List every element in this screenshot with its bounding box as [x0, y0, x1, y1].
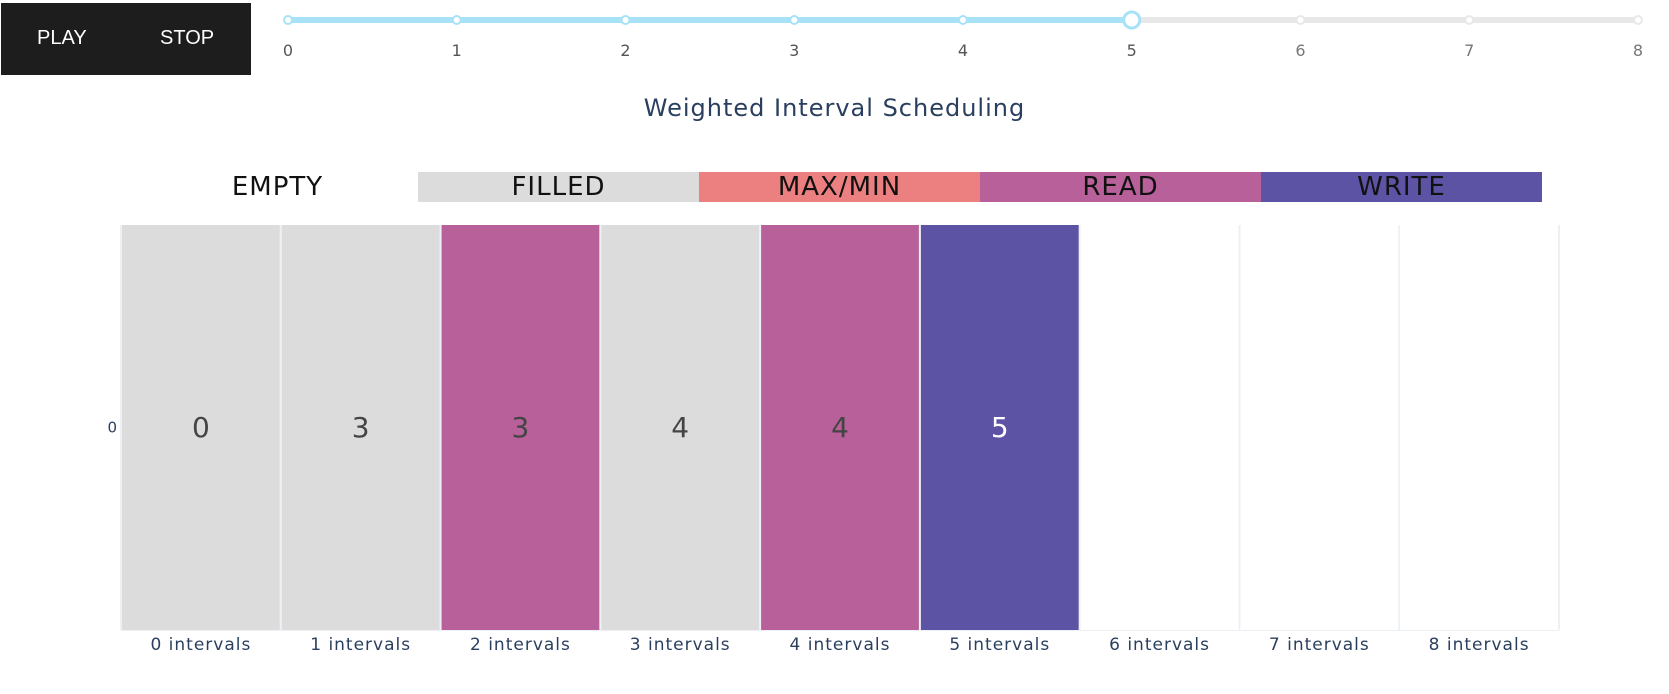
- legend-item-empty: EMPTY: [137, 172, 418, 202]
- slider-handle[interactable]: [1122, 10, 1142, 30]
- slider-step-label[interactable]: 1: [452, 41, 462, 60]
- step-slider[interactable]: 0 1 2 3 4 5 6 7 8: [270, 0, 1650, 70]
- stop-button[interactable]: STOP: [160, 27, 215, 49]
- heatmap-cell: [761, 225, 919, 630]
- slider-step-7[interactable]: [1464, 15, 1475, 25]
- slider-step-label[interactable]: 4: [958, 41, 968, 60]
- slider-step-label[interactable]: 8: [1633, 41, 1643, 60]
- heatmap-cell: [441, 225, 600, 630]
- x-tick-label: 2 intervals: [470, 635, 571, 655]
- slider-step-2[interactable]: [620, 15, 631, 25]
- x-tick-label: 3 intervals: [630, 635, 731, 655]
- x-tick-label: 5 intervals: [949, 635, 1050, 655]
- slider-step-label[interactable]: 5: [1127, 41, 1137, 60]
- slider-step-0[interactable]: [283, 15, 293, 25]
- x-tick-label: 8 intervals: [1429, 635, 1530, 655]
- slider-step-label[interactable]: 6: [1295, 41, 1305, 60]
- slider-step-8[interactable]: [1633, 15, 1643, 25]
- slider-step-label[interactable]: 0: [283, 41, 293, 60]
- legend-item-filled: FILLED: [418, 172, 699, 202]
- legend-item-max-min: MAX/MIN: [699, 172, 980, 202]
- y-tick-label: 0: [107, 419, 117, 437]
- x-tick-label: 4 intervals: [790, 635, 891, 655]
- slider-step-label[interactable]: 3: [789, 41, 799, 60]
- slider-step-label[interactable]: 2: [620, 41, 630, 60]
- animation-controls: PLAY STOP: [1, 3, 251, 75]
- x-tick-label: 7 intervals: [1269, 635, 1370, 655]
- heatmap-cell: [920, 225, 1079, 630]
- x-tick-label: 1 intervals: [310, 635, 411, 655]
- legend-item-write: WRITE: [1261, 172, 1542, 202]
- heatmap-cell: [1400, 225, 1558, 630]
- play-button[interactable]: PLAY: [37, 27, 87, 49]
- heatmap-cell: [601, 225, 760, 630]
- heatmap-cell: [281, 225, 440, 630]
- heatmap-cell: [1080, 225, 1239, 630]
- x-tick-label: 6 intervals: [1109, 635, 1210, 655]
- slider-step-label[interactable]: 7: [1464, 41, 1474, 60]
- heatmap-cell: [1240, 225, 1399, 630]
- heatmap-cell: [122, 225, 280, 630]
- slider-step-3[interactable]: [789, 15, 800, 25]
- chart-title: Weighted Interval Scheduling: [643, 94, 1026, 122]
- x-tick-label: 0 intervals: [150, 635, 251, 655]
- legend: EMPTY FILLED MAX/MIN READ WRITE: [137, 172, 1542, 202]
- slider-step-1[interactable]: [451, 15, 462, 25]
- legend-item-read: READ: [980, 172, 1261, 202]
- slider-step-6[interactable]: [1295, 15, 1306, 25]
- slider-step-4[interactable]: [958, 15, 968, 25]
